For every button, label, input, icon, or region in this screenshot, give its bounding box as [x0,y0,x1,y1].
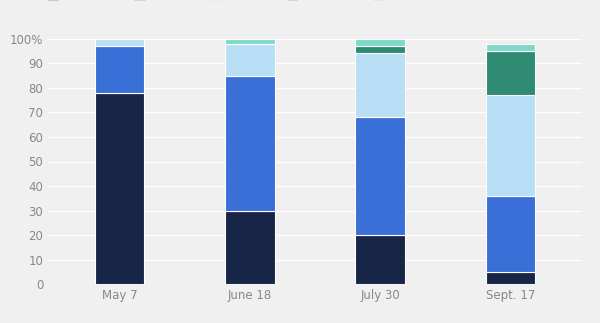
Bar [355,235,405,284]
Bar [485,95,535,196]
Bar [225,211,275,284]
Bar [225,39,275,44]
Bar [355,54,405,117]
Bar [355,39,405,46]
Bar [95,46,145,93]
Bar [485,51,535,95]
Bar [485,272,535,284]
Bar [225,76,275,211]
Bar [355,46,405,54]
Bar [225,44,275,76]
Bar [485,196,535,272]
Bar [95,93,145,284]
Bar [95,39,145,46]
Bar [485,44,535,51]
Bar [355,117,405,235]
